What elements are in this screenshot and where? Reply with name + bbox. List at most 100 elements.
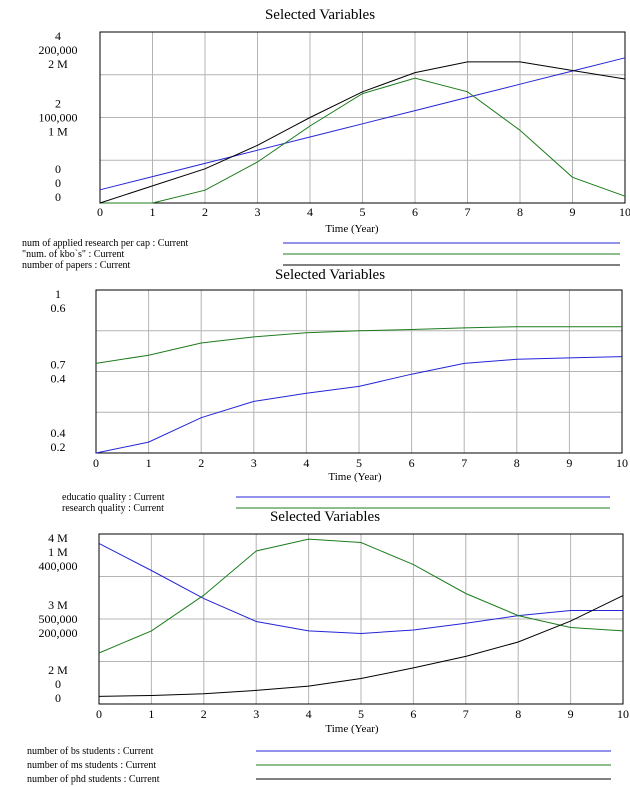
x-tick-label: 1 bbox=[150, 205, 156, 219]
x-tick-label: 10 bbox=[617, 707, 629, 721]
legend-label: num of applied research per cap : Curren… bbox=[22, 238, 189, 249]
x-tick-label: 7 bbox=[465, 205, 471, 219]
chart-2-grid bbox=[96, 290, 622, 453]
chart-2-title: Selected Variables bbox=[275, 267, 385, 283]
chart-3-plot-frame bbox=[98, 533, 624, 705]
x-tick-label: 1 bbox=[146, 456, 152, 470]
y-tick-label: 100,000 bbox=[39, 111, 78, 125]
chart-3-series bbox=[98, 538, 624, 697]
chart-3-x-axis-title: Time (Year) bbox=[325, 723, 379, 735]
y-tick-label: 0 bbox=[55, 162, 61, 176]
x-tick-label: 8 bbox=[515, 707, 521, 721]
chart-3-legend: number of bs students : Current number of… bbox=[27, 746, 611, 785]
legend-label: number of ms students : Current bbox=[27, 760, 156, 771]
x-tick-label: 6 bbox=[410, 707, 416, 721]
x-tick-label: 4 bbox=[306, 707, 312, 721]
x-tick-label: 3 bbox=[251, 456, 257, 470]
chart-1-title: Selected Variables bbox=[265, 7, 375, 23]
series-line-2 bbox=[98, 538, 624, 654]
y-tick-label: 4 M bbox=[48, 531, 68, 545]
series-line-2 bbox=[100, 77, 626, 204]
series-line-3 bbox=[99, 61, 626, 204]
chart-2-y-axis: 10.60.70.40.40.2 bbox=[51, 287, 66, 454]
chart-2-series bbox=[95, 326, 623, 454]
y-tick-label: 1 M bbox=[48, 545, 68, 559]
x-tick-label: 7 bbox=[463, 707, 469, 721]
chart-3-x-axis: 0 1 2 3 4 5 6 7 8 9 10 bbox=[96, 707, 629, 721]
chart-1-plot-frame bbox=[99, 31, 626, 204]
x-tick-label: 2 bbox=[202, 205, 208, 219]
y-tick-label: 200,000 bbox=[39, 43, 78, 57]
y-tick-label: 3 M bbox=[48, 598, 68, 612]
x-tick-label: 7 bbox=[461, 456, 467, 470]
x-tick-label: 0 bbox=[96, 707, 102, 721]
y-tick-label: 2 M bbox=[48, 57, 68, 71]
y-tick-label: 0.7 bbox=[51, 358, 66, 372]
y-tick-label: 2 M bbox=[48, 663, 68, 677]
y-tick-label: 0.6 bbox=[51, 301, 66, 315]
y-tick-label: 2 bbox=[55, 97, 61, 111]
x-tick-label: 8 bbox=[517, 205, 523, 219]
chart-1-grid bbox=[100, 32, 625, 203]
legend-label: "num. of kbo`s" : Current bbox=[22, 249, 125, 260]
series-line-1 bbox=[95, 356, 623, 454]
x-tick-label: 1 bbox=[148, 707, 154, 721]
series-line-1 bbox=[98, 542, 623, 635]
series-line-2 bbox=[95, 326, 622, 364]
x-tick-label: 10 bbox=[616, 456, 628, 470]
chart-3-grid bbox=[99, 534, 623, 704]
chart-1-legend: num of applied research per cap : Curren… bbox=[22, 238, 620, 271]
series-line-3 bbox=[98, 595, 624, 697]
chart-2-x-axis: 0 1 2 3 4 5 6 7 8 9 10 bbox=[93, 456, 628, 470]
y-tick-label: 0 bbox=[55, 677, 61, 691]
y-tick-label: 1 bbox=[55, 287, 61, 301]
x-tick-label: 2 bbox=[198, 456, 204, 470]
x-tick-label: 0 bbox=[97, 205, 103, 219]
x-tick-label: 9 bbox=[568, 707, 574, 721]
chart-3-title: Selected Variables bbox=[270, 509, 380, 525]
y-tick-label: 0 bbox=[55, 190, 61, 204]
x-tick-label: 0 bbox=[93, 456, 99, 470]
y-tick-label: 200,000 bbox=[39, 626, 78, 640]
legend-label: research quality : Current bbox=[62, 503, 164, 514]
y-tick-label: 0.4 bbox=[51, 372, 66, 386]
x-tick-label: 5 bbox=[356, 456, 362, 470]
x-tick-label: 6 bbox=[412, 205, 418, 219]
chart-1-x-axis-title: Time (Year) bbox=[325, 223, 379, 235]
x-tick-label: 2 bbox=[201, 707, 207, 721]
chart-1-series bbox=[99, 57, 626, 204]
y-tick-label: 400,000 bbox=[39, 559, 78, 573]
x-tick-label: 4 bbox=[303, 456, 309, 470]
legend-label: number of bs students : Current bbox=[27, 746, 154, 757]
x-tick-label: 3 bbox=[253, 707, 259, 721]
legend-label: number of papers : Current bbox=[22, 260, 131, 271]
chart-1-x-axis: 0 1 2 3 4 5 6 7 8 9 10 bbox=[97, 205, 630, 219]
legend-label: educatio quality : Current bbox=[62, 492, 165, 503]
x-tick-label: 3 bbox=[255, 205, 261, 219]
y-tick-label: 0 bbox=[55, 691, 61, 705]
chart-2-x-axis-title: Time (Year) bbox=[328, 471, 382, 483]
x-tick-label: 4 bbox=[307, 205, 313, 219]
y-tick-label: 500,000 bbox=[39, 612, 78, 626]
y-tick-label: 0.4 bbox=[51, 426, 66, 440]
legend-label: number of phd students : Current bbox=[27, 774, 160, 785]
x-tick-label: 10 bbox=[619, 205, 630, 219]
chart-2-plot-frame bbox=[95, 289, 623, 454]
series-line-1 bbox=[99, 57, 626, 191]
x-tick-label: 5 bbox=[358, 707, 364, 721]
x-tick-label: 5 bbox=[360, 205, 366, 219]
y-tick-label: 0 bbox=[55, 176, 61, 190]
x-tick-label: 9 bbox=[570, 205, 576, 219]
x-tick-label: 8 bbox=[514, 456, 520, 470]
y-tick-label: 1 M bbox=[48, 125, 68, 139]
y-tick-label: 0.2 bbox=[51, 440, 66, 454]
x-tick-label: 9 bbox=[566, 456, 572, 470]
x-tick-label: 6 bbox=[409, 456, 415, 470]
